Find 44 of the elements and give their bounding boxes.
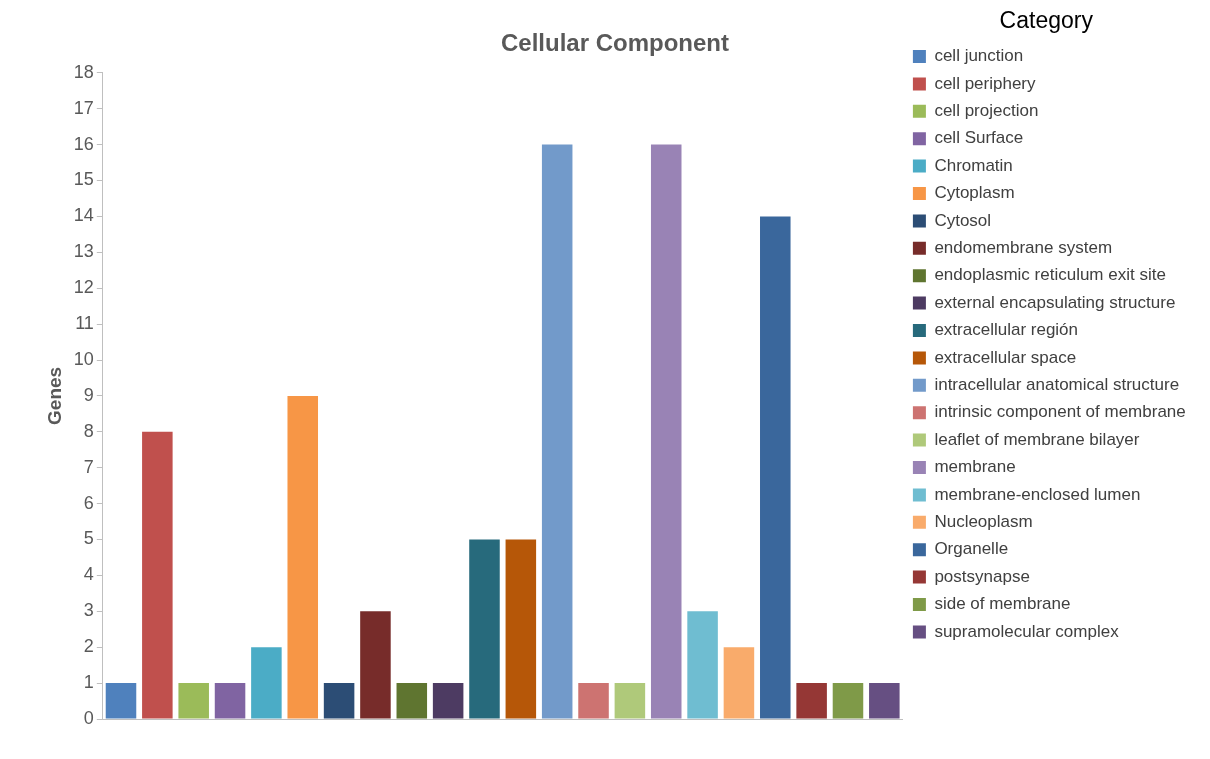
y-tick-label: 18 <box>73 61 94 82</box>
y-tick-label: 8 <box>83 420 94 441</box>
legend-label: intrinsic component of membrane <box>934 402 1186 422</box>
y-tick-label: 6 <box>83 492 94 513</box>
y-tick-label: 16 <box>73 133 94 154</box>
legend-label: postsynapse <box>934 566 1030 586</box>
legend-label: external encapsulating structure <box>934 292 1176 312</box>
legend-label: Organelle <box>934 539 1009 559</box>
legend-label: cell Surface <box>934 128 1024 148</box>
y-tick-label: 4 <box>83 564 94 585</box>
chart-title: Cellular Component <box>500 29 730 57</box>
legend-label: endomembrane system <box>934 237 1113 257</box>
legend-label: extracellular space <box>934 347 1077 367</box>
y-tick-label: 7 <box>83 456 94 477</box>
legend-title: Category <box>999 6 1094 33</box>
y-tick-label: 2 <box>83 636 94 657</box>
y-tick-label: 5 <box>83 528 94 549</box>
legend-label: cell periphery <box>934 73 1036 93</box>
legend-label: Chromatin <box>934 155 1013 175</box>
y-tick-label: 11 <box>75 313 94 334</box>
y-tick-label: 3 <box>83 600 94 621</box>
legend-label: endoplasmic reticulum exit site <box>934 265 1166 285</box>
y-tick-label: 1 <box>83 672 94 693</box>
legend-label: Cytoplasm <box>934 183 1015 203</box>
y-axis-title: Genes <box>43 366 65 425</box>
y-tick-label: 15 <box>73 169 94 190</box>
y-tick-label: 9 <box>83 384 94 405</box>
y-tick-label: 17 <box>73 97 94 118</box>
y-tick-label: 12 <box>73 277 94 298</box>
legend-label: Cytosol <box>934 210 992 230</box>
legend-label: leaflet of membrane bilayer <box>934 429 1140 449</box>
legend-label: supramolecular complex <box>934 621 1120 641</box>
y-tick-label: 0 <box>83 707 94 728</box>
y-tick-label: 10 <box>73 348 94 369</box>
legend-label: cell projection <box>934 100 1039 120</box>
legend-label: Nucleoplasm <box>934 511 1033 531</box>
y-tick-label: 13 <box>73 241 94 262</box>
legend-label: membrane <box>934 457 1016 477</box>
legend-label: cell junction <box>934 46 1024 66</box>
legend-label: extracellular región <box>934 320 1079 340</box>
legend-label: side of membrane <box>934 594 1071 614</box>
y-tick-label: 14 <box>73 205 94 226</box>
legend-label: intracellular anatomical structure <box>934 374 1180 394</box>
legend-label: membrane-enclosed lumen <box>934 484 1141 504</box>
